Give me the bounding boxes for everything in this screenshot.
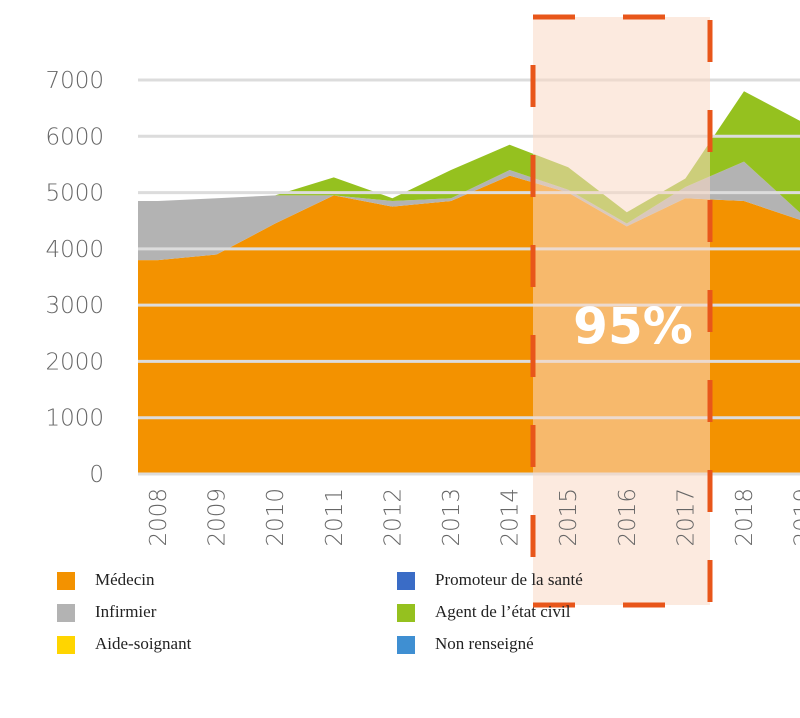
area: [138, 91, 800, 224]
legend-label: Infirmier: [95, 602, 157, 621]
x-tick-label: 2017: [673, 488, 699, 547]
y-tick-label: 3000: [45, 293, 104, 319]
x-tick-label: 2019: [791, 488, 800, 547]
legend-label: Agent de l’état civil: [435, 602, 571, 621]
legend-swatch: [397, 572, 415, 590]
y-tick-label: 7000: [45, 68, 104, 94]
x-tick-label: 2018: [732, 488, 758, 547]
x-tick-label: 2008: [146, 488, 172, 547]
highlight-box: [530, 14, 713, 608]
legend-swatch: [57, 572, 75, 590]
y-tick-label: 4000: [45, 237, 104, 263]
legend-label: Médecin: [95, 570, 155, 589]
x-tick-label: 2015: [556, 488, 582, 547]
y-tick-label: 2000: [45, 349, 104, 375]
y-tick-label: 0: [89, 462, 104, 488]
legend-label: Promoteur de la santé: [435, 570, 583, 589]
x-tick-label: 2010: [263, 488, 289, 547]
legend-label: Non renseigné: [435, 634, 534, 653]
x-tick-label: 2012: [380, 488, 406, 547]
y-tick-label: 5000: [45, 181, 104, 207]
y-tick-label: 6000: [45, 124, 104, 150]
annotation: 95%: [573, 298, 693, 356]
x-tick-label: 2014: [498, 488, 524, 547]
x-tick-label: 2013: [439, 488, 465, 547]
x-tick-label: 2016: [615, 488, 641, 547]
legend-swatch: [397, 636, 415, 654]
legend-swatch: [57, 636, 75, 654]
x-tick-label: 2009: [205, 488, 231, 547]
legend-label: Aide-soignant: [95, 634, 192, 653]
legend-swatch: [57, 604, 75, 622]
x-tick-label: 2011: [322, 488, 348, 547]
legend-swatch: [397, 604, 415, 622]
y-tick-label: 1000: [45, 406, 104, 432]
